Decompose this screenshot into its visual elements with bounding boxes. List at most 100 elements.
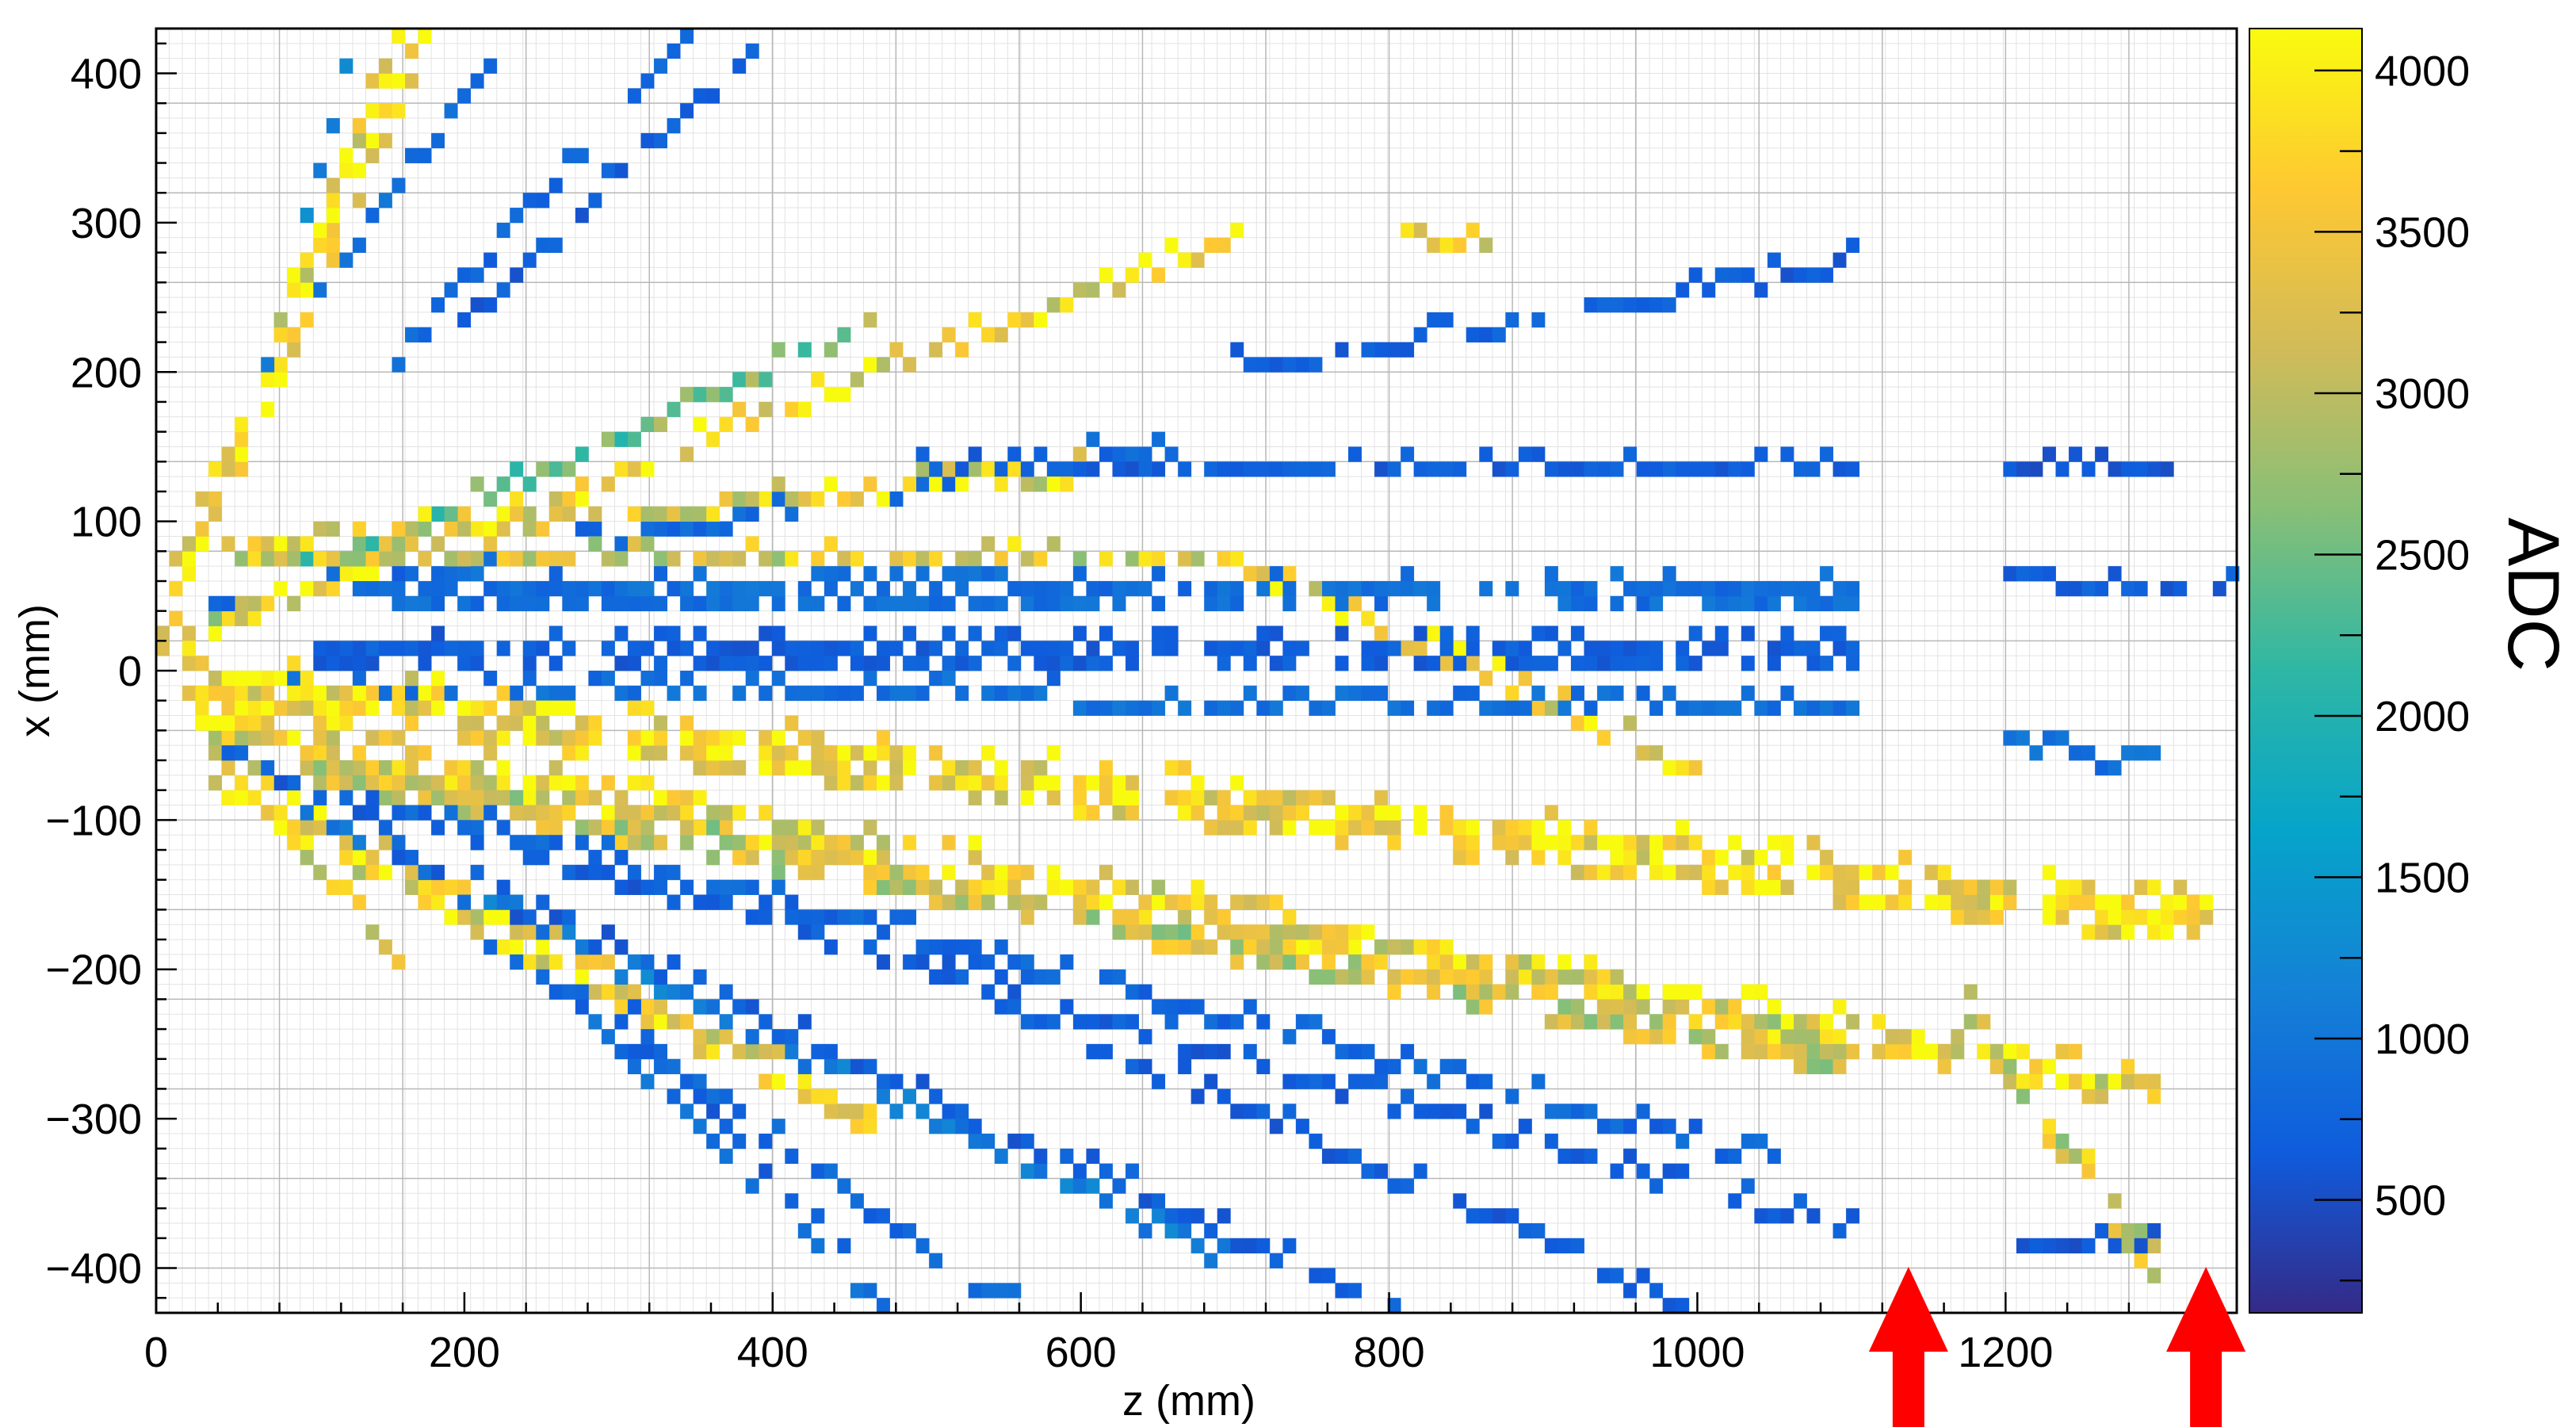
heatmap-cell [1126,879,1139,895]
heatmap-cell [1335,626,1349,641]
heatmap-cell [1806,641,1821,656]
heatmap-cell [942,894,956,910]
heatmap-cell [601,551,615,567]
heatmap-cell [680,984,694,1000]
heatmap-cell [418,595,432,612]
heatmap-cell [247,790,262,805]
heatmap-cell [496,521,510,537]
heatmap-cell [1204,939,1218,955]
heatmap-cell [510,700,524,716]
heatmap-cell [1387,1178,1401,1194]
heatmap-cell [1584,700,1598,716]
heatmap-cell [1256,641,1271,656]
heatmap-cell [1688,626,1703,641]
heatmap-cell [1321,939,1336,955]
heatmap-cell [365,700,380,716]
heatmap-cell [1820,595,1833,612]
heatmap-cell [628,745,641,761]
heatmap-cell [1152,431,1166,447]
heatmap-cell [693,730,707,746]
heatmap-cell [771,864,785,881]
heatmap-cell [680,790,694,805]
heatmap-cell [1571,864,1584,881]
heatmap-cell [1321,595,1336,612]
heatmap-cell [628,820,641,836]
heatmap-cell [942,327,956,342]
heatmap-cell [1295,939,1309,955]
heatmap-cell [968,879,982,895]
heatmap-cell [235,431,249,447]
heatmap-cell [680,446,694,462]
heatmap-cell [811,1043,825,1060]
heatmap-cell [470,595,484,612]
heatmap-cell [483,700,498,716]
heatmap-cell [1256,939,1271,955]
heatmap-cell [457,521,472,537]
heatmap-cell [837,760,851,776]
heatmap-cell [824,387,838,403]
heatmap-cell [850,745,864,761]
heatmap-cell [745,641,759,656]
heatmap-cell [235,446,249,462]
heatmap-cell [654,999,667,1015]
heatmap-cell [273,551,288,567]
heatmap-cell [824,1088,838,1104]
heatmap-cell [1518,1222,1532,1239]
arrow-2-shaft [2190,1348,2222,1427]
heatmap-cell [1623,446,1638,462]
heatmap-cell [667,1014,681,1030]
heatmap-cell [614,1014,629,1030]
heatmap-cell [1466,835,1480,851]
heatmap-cell [811,1238,825,1254]
heatmap-cell [1453,656,1467,671]
heatmap-cell [221,595,235,612]
heatmap-cell [2134,1073,2148,1089]
heatmap-cell [1584,835,1598,851]
heatmap-cell [1217,790,1231,805]
heatmap-cell [1584,954,1598,970]
heatmap-cell [1046,297,1061,313]
heatmap-cell [1374,790,1389,805]
heatmap-cell [863,939,877,955]
heatmap-cell [221,715,235,731]
heatmap-cell [2147,1268,2161,1284]
heatmap-cell [1688,267,1703,283]
heatmap-cell [1204,595,1218,612]
heatmap-cell [1662,864,1676,881]
heatmap-cell [942,939,956,955]
heatmap-cell [1531,685,1546,702]
heatmap-cell [1060,580,1074,597]
heatmap-cell [706,1043,720,1060]
heatmap-cell [365,656,380,671]
heatmap-cell [1754,850,1768,866]
heatmap-cell [1649,641,1664,656]
heatmap-cell [1191,805,1205,821]
heatmap-cell [628,730,641,746]
heatmap-cell [797,342,812,358]
heatmap-cell [877,656,890,671]
heatmap-cell [431,536,445,552]
heatmap-cell [1217,1208,1231,1224]
heatmap-cell [1309,969,1323,985]
heatmap-cell [1479,1104,1493,1119]
heatmap-cell [1937,879,1951,895]
heatmap-cell [1243,790,1257,805]
heatmap-cell [339,700,354,716]
heatmap-cell [1348,595,1362,612]
heatmap-cell [1531,312,1546,328]
heatmap-cell [431,641,445,656]
heatmap-cell [1204,820,1218,836]
heatmap-cell [1479,969,1493,985]
heatmap-cell [575,521,589,537]
heatmap-cell [575,835,589,851]
heatmap-cell [614,969,629,985]
heatmap-cell [824,1058,838,1075]
heatmap-cell [1754,595,1768,612]
heatmap-cell [1309,1133,1323,1150]
heatmap-cell [470,267,484,283]
heatmap-cell [1571,999,1584,1015]
heatmap-cell [1020,864,1034,881]
heatmap-cell [1741,1133,1755,1150]
heatmap-cell [326,208,340,224]
heatmap-cell [601,820,615,836]
